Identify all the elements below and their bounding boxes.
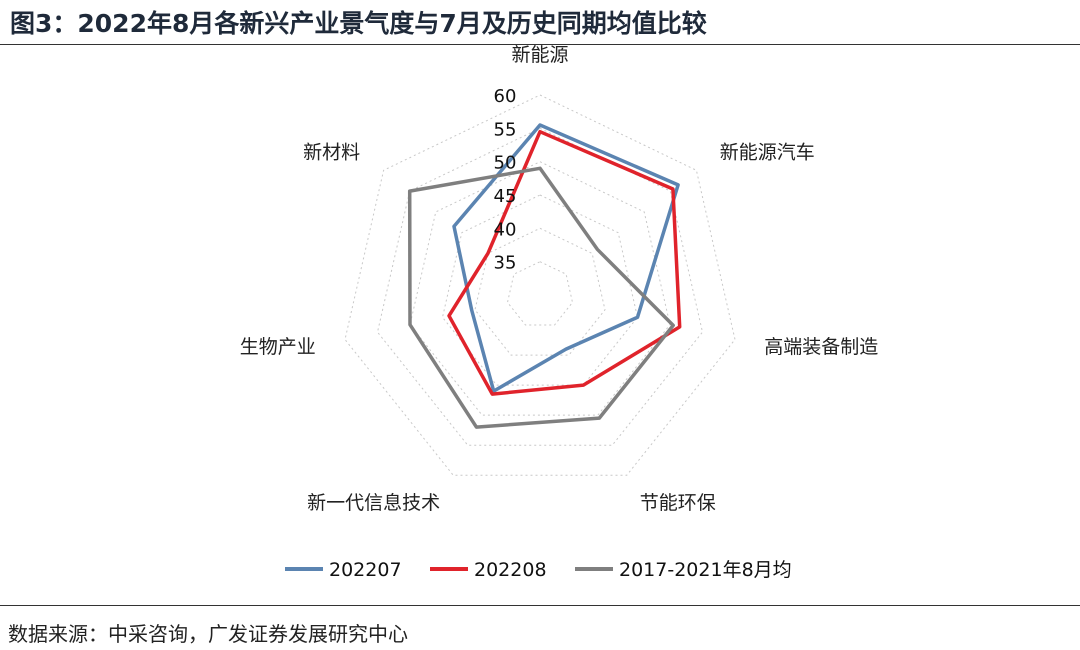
series-line-2 [407,166,675,429]
tick-label: 55 [494,119,517,140]
series-line-0 [452,123,680,393]
category-label: 新能源 [511,45,568,66]
category-label: 生物产业 [240,336,316,358]
grid-ring-40 [474,227,606,356]
tick-label: 45 [494,186,517,207]
radar-series [407,123,682,429]
category-label: 节能环保 [640,492,716,514]
page-title: 图3：2022年8月各新兴产业景气度与7月及历史同期均值比较 [10,9,707,38]
grid-ring-55 [376,127,704,446]
tick-label: 60 [494,86,517,107]
category-label: 高端装备制造 [764,336,878,358]
tick-label: 35 [494,253,517,274]
footer-divider [0,605,1080,606]
title-divider [0,44,1080,45]
tick-label: 50 [494,153,517,174]
category-label: 新能源汽车 [720,142,815,164]
series-line-1 [447,129,682,396]
source-note: 数据来源：中采咨询，广发证券发展研究中心 [8,622,408,646]
title-bar: 图3：2022年8月各新兴产业景气度与7月及历史同期均值比较 [0,0,1080,42]
radial-ticks: 35 40 45 50 55 60 [494,86,517,274]
category-label: 新材料 [303,142,360,164]
legend-label: 2017-2021年8月均 [619,559,792,581]
tick-label: 40 [494,219,517,240]
legend-label: 202208 [474,559,547,581]
category-label: 新一代信息技术 [307,492,440,514]
grid-ring-35 [506,261,574,326]
legend-label: 202207 [329,559,402,581]
legend: 202207 202208 2017-2021年8月均 [285,559,792,581]
